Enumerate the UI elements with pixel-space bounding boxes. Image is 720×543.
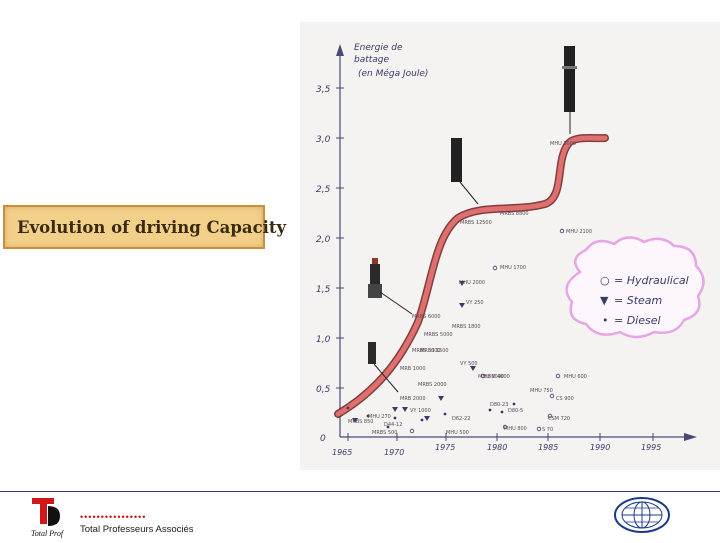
x-tick-label: 1965 [332, 448, 352, 457]
point-label: MHU 3000 [550, 141, 576, 147]
point-label: MRBS 5000 [424, 332, 453, 338]
point-label: D44-12 [384, 422, 402, 428]
x-tick-label: 1990 [590, 443, 610, 452]
point-label: MRBS 12500 [460, 220, 492, 226]
point-label: S 70 [542, 427, 553, 433]
legend-label-steam: = Steam [614, 294, 662, 307]
x-tick-label: 1975 [435, 443, 455, 452]
legend-label-hydraulic: = Hydraulical [614, 274, 689, 287]
point-label: HBM 4000 [484, 374, 510, 380]
y-tick-label: 1,5 [316, 285, 331, 295]
point-label: CS 900 [556, 396, 574, 402]
point-label: MRB 1000 [400, 366, 426, 372]
legend-label-diesel: = Diesel [614, 314, 661, 327]
y-tick-label: 3,5 [316, 85, 331, 95]
logo-text: Total Prof [31, 529, 65, 538]
legend: ○ = Hydraulical ▼ = Steam • = Diesel [565, 236, 705, 339]
point-label: MHU 2100 [566, 229, 592, 235]
footer-dots: •••••••••••••••• [80, 512, 147, 522]
y-axis-label-line: battage [354, 55, 390, 65]
point-label: MRBS 8800 [500, 211, 529, 217]
point-label: MRBS 3000 [412, 348, 441, 354]
point-label: MHU 500 [446, 430, 469, 436]
y-tick-label: 3,0 [316, 135, 331, 145]
point-label: MRBS 500 [372, 430, 397, 436]
slide-title: Evolution of driving Capacity [17, 217, 287, 237]
x-tick-label: 1985 [538, 443, 558, 452]
total-prof-logo: A Total Prof [28, 498, 74, 538]
svg-text:A: A [50, 516, 58, 527]
point-label: VY 250 [466, 300, 484, 306]
x-tick-label: 1995 [641, 443, 661, 452]
point-label: MHU 2000 [459, 280, 485, 286]
point-label: CSM 720 [548, 416, 570, 422]
title-box: Evolution of driving Capacity [3, 205, 286, 249]
point-label: D62-22 [452, 416, 470, 422]
chart-photo: 0 0,5 1,0 1,5 2,0 2,5 3,0 3,5 1965 [300, 22, 720, 470]
y-axis-label-line: (en Méga Joule) [358, 68, 428, 79]
y-tick-label: 1,0 [316, 335, 331, 345]
point-label: VY 500 [460, 361, 478, 367]
point-label: MRBS 850 [348, 419, 373, 425]
point-label: MRBS 1500 [420, 348, 449, 354]
point-label: MHU 1000 [478, 374, 504, 380]
point-label: D80-5 [508, 408, 523, 414]
y-tick-marks [336, 87, 344, 389]
globe-emblem-icon [613, 496, 671, 534]
point-label: MRBS 2000 [418, 382, 447, 388]
steam-markers [352, 281, 476, 423]
capacity-curve [335, 135, 608, 417]
legend-symbol-diesel: • [602, 314, 609, 327]
y-tick-label: 0 [320, 434, 326, 444]
x-axis-arrow-icon [684, 433, 697, 441]
point-label: D80-23 [490, 402, 508, 408]
point-markers [409, 228, 565, 434]
y-tick-label: 0,5 [316, 385, 331, 395]
point-label: MHU 800 [504, 426, 527, 432]
x-tick-label: 1980 [487, 443, 507, 452]
point-label: MHU 750 [530, 388, 553, 394]
diesel-markers [346, 402, 516, 429]
y-tick-label: 2,5 [316, 185, 331, 195]
point-label: MHU 270 [368, 414, 391, 420]
y-axis-label-line: Energie de [354, 43, 403, 53]
x-tick-label: 1970 [384, 448, 404, 457]
y-axis-arrow-icon [336, 44, 344, 56]
y-tick-label: 2,0 [316, 235, 331, 245]
medium-hammer-icon [451, 138, 479, 205]
x-tick-marks [347, 433, 654, 441]
point-label: MHU 600 [564, 374, 587, 380]
point-label: MRBS 1800 [452, 324, 481, 330]
legend-symbol-hydraulic: ○ [600, 274, 610, 287]
point-label: VY 1000 [410, 408, 431, 414]
point-label: MRBS 6000 [412, 314, 441, 320]
company-name: Total Professeurs Associés [80, 524, 194, 535]
point-label: MHU 1700 [500, 265, 526, 271]
point-label: MRB 2000 [400, 396, 426, 402]
steam-hammer-icon [368, 258, 413, 315]
legend-symbol-steam: ▼ [600, 294, 609, 307]
footer-divider [0, 491, 720, 492]
large-hammer-icon [562, 46, 577, 134]
small-hammer-icon [368, 342, 399, 393]
